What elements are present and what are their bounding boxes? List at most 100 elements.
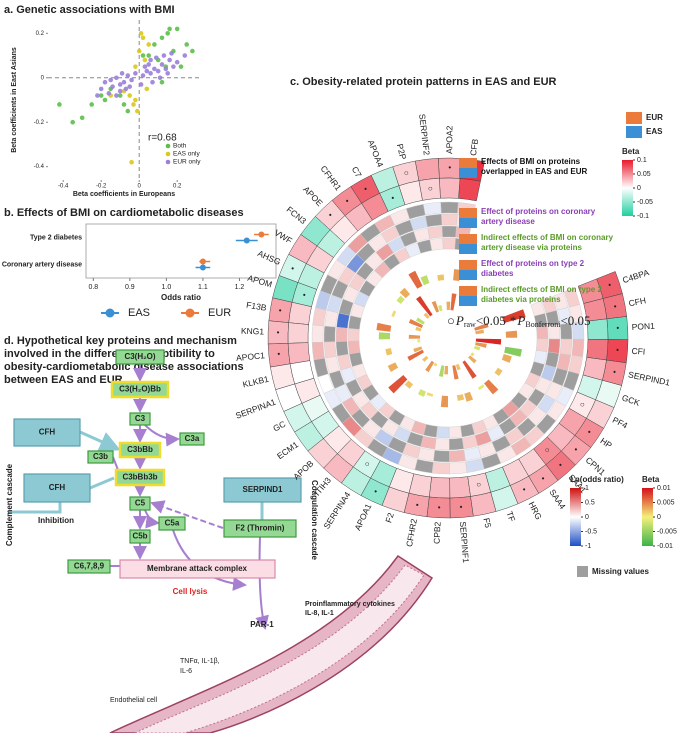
point — [161, 53, 167, 58]
point — [165, 71, 170, 76]
significance-mark: • — [291, 264, 294, 273]
point — [114, 75, 119, 81]
legend-label: artery disease via proteins — [481, 243, 582, 252]
colorbar-tick-label: -0.05 — [637, 199, 653, 206]
point — [133, 97, 138, 103]
significance-mark: • — [588, 428, 591, 437]
x-tick-label: 0.8 — [88, 284, 98, 291]
arrow — [8, 502, 62, 514]
heatmap-cell — [509, 409, 528, 427]
heatmap-cell — [353, 428, 375, 448]
missing-cell — [362, 384, 380, 402]
heatmap-cell — [422, 201, 442, 216]
missing-cell — [423, 424, 438, 438]
missing-cell — [360, 223, 381, 243]
node-box — [129, 412, 151, 426]
node-label: CFH — [49, 483, 66, 492]
x-axis-label: Beta coefficients in Europeans — [73, 191, 175, 198]
missing-cell — [383, 253, 401, 271]
node-label: C5a — [165, 519, 180, 528]
point — [182, 53, 188, 58]
category-label: HP — [599, 436, 615, 451]
heatmap-cell — [527, 406, 547, 426]
node-box — [118, 441, 162, 459]
point — [154, 55, 159, 61]
arrow — [144, 509, 160, 529]
point — [102, 97, 108, 103]
node-label: C3(H₂O)Bb — [119, 385, 161, 394]
y-tick-label: -0.2 — [34, 120, 45, 126]
heatmap-cell — [408, 473, 432, 498]
point — [138, 82, 144, 87]
point — [140, 35, 146, 41]
node-label: C3bBb — [127, 445, 153, 454]
missing-cell — [492, 408, 510, 425]
node-box — [110, 380, 170, 399]
node-box — [119, 559, 276, 579]
heatmap-cell — [365, 252, 384, 271]
missing-cell — [313, 357, 329, 378]
legend-swatch — [459, 158, 477, 168]
radial-bar — [475, 338, 502, 345]
missing-cell — [440, 201, 459, 214]
colorbar-tick-label: -0.5 — [585, 528, 597, 535]
significance-mark: ○ — [404, 168, 409, 177]
arrow — [255, 536, 269, 630]
point — [125, 108, 131, 114]
heatmap-cell — [559, 338, 573, 356]
significance-mark: • — [542, 474, 545, 483]
heatmap-cell — [334, 383, 352, 404]
category-label: SERPINA1 — [234, 397, 277, 421]
legend-swatch — [459, 296, 477, 306]
missing-cell — [356, 242, 376, 262]
heatmap-cell — [537, 394, 556, 414]
radial-bar — [464, 391, 474, 402]
heatmap-cell — [335, 327, 348, 342]
legend-label: diabetes — [481, 269, 514, 278]
point — [159, 35, 165, 41]
missing-cell — [441, 225, 457, 238]
heatmap-cell — [381, 419, 400, 437]
heatmap-cell — [341, 396, 361, 417]
point — [167, 26, 172, 32]
radial-bar — [484, 379, 499, 395]
category-label: SERPINF2 — [417, 113, 432, 156]
radial-bar — [440, 395, 448, 408]
point — [110, 84, 115, 89]
x-tick-label: -0.4 — [58, 184, 69, 190]
heatmap-cell — [342, 285, 359, 304]
chart-title: c. Obesity-related protein patterns in E… — [290, 76, 557, 88]
missing-cell — [387, 436, 407, 454]
heatmap-cell — [362, 419, 382, 439]
category-label: GCK — [621, 392, 642, 408]
point — [133, 64, 138, 69]
x-tick-label: 1.0 — [162, 284, 172, 291]
missing-cell — [529, 361, 545, 377]
heatmap-cell — [462, 435, 479, 450]
significance-part: P — [455, 313, 464, 328]
heatmap-cell — [524, 372, 541, 389]
colorbar-tick-label: 0.01 — [657, 485, 671, 492]
heatmap-cell — [524, 425, 545, 446]
heatmap-cell — [369, 393, 387, 411]
heatmap-cell — [297, 263, 325, 290]
colorbar-tick-label: 0 — [657, 514, 661, 521]
category-label: APOA4 — [366, 138, 386, 168]
heatmap-cell — [417, 447, 436, 462]
significance-mark: • — [303, 290, 306, 299]
category-label: SERPIND1 — [627, 369, 671, 387]
arrow — [79, 430, 121, 452]
significance-mark: • — [438, 503, 441, 512]
missing-cell — [516, 417, 537, 437]
colorbar-tick-label: -0.01 — [657, 543, 673, 550]
point — [98, 86, 104, 92]
node-label: Endothelial cell — [110, 697, 158, 704]
missing-cell — [481, 452, 502, 470]
heatmap-cell — [465, 458, 485, 473]
missing-cell — [545, 351, 560, 368]
radial-bar — [473, 345, 481, 351]
heatmap-cell — [305, 245, 334, 274]
arrow — [112, 456, 119, 471]
radial-bar — [376, 322, 392, 332]
